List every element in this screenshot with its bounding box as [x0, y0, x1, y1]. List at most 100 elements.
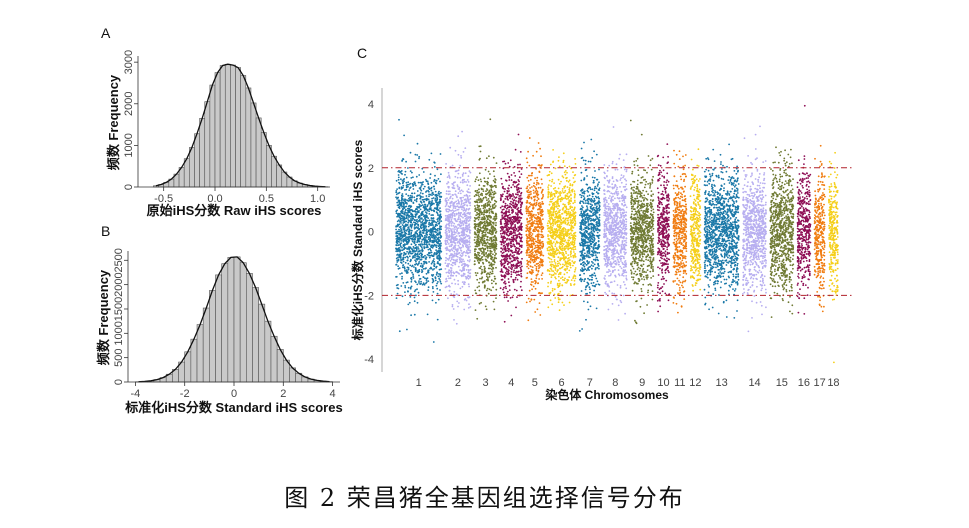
data-point: [437, 204, 440, 206]
histogram-bar: [235, 67, 241, 188]
data-point: [483, 280, 486, 282]
data-point: [456, 220, 458, 223]
data-point: [398, 201, 400, 204]
data-point: [518, 250, 520, 252]
x-tick-label: 0: [231, 388, 237, 400]
data-point: [424, 227, 427, 229]
data-point: [458, 261, 461, 264]
data-point: [440, 191, 442, 194]
data-point: [536, 256, 538, 259]
data-point: [504, 283, 507, 285]
data-point: [432, 269, 434, 271]
data-point: [505, 256, 507, 258]
data-point: [535, 220, 538, 223]
data-point: [425, 272, 428, 275]
data-point: [564, 185, 567, 188]
data-point: [454, 193, 457, 196]
histogram-bar: [264, 320, 272, 383]
data-point: [432, 341, 435, 343]
data-point: [413, 300, 416, 303]
data-point: [489, 254, 491, 257]
data-point: [438, 221, 441, 224]
data-point: [541, 292, 543, 294]
data-point: [456, 227, 459, 230]
data-point: [535, 274, 538, 277]
data-point: [400, 204, 403, 207]
data-point: [518, 170, 521, 173]
data-point: [463, 273, 466, 275]
data-point: [520, 280, 522, 283]
data-point: [429, 224, 431, 227]
data-point: [487, 215, 489, 218]
data-point: [408, 231, 410, 234]
data-point: [401, 246, 403, 249]
data-point: [488, 275, 491, 278]
data-point: [487, 255, 489, 258]
data-point: [430, 233, 432, 236]
data-point: [491, 186, 494, 188]
data-point: [408, 230, 410, 232]
data-point: [401, 231, 404, 234]
data-point: [500, 211, 503, 213]
data-point: [414, 289, 417, 291]
data-point: [502, 185, 504, 188]
data-point: [495, 266, 497, 269]
data-point: [548, 238, 550, 241]
data-point: [565, 214, 568, 217]
data-point: [468, 241, 471, 244]
data-point: [539, 246, 541, 249]
data-point: [453, 259, 455, 261]
data-point: [485, 239, 488, 241]
data-point: [532, 240, 535, 243]
data-point: [502, 238, 504, 241]
data-point: [447, 259, 450, 261]
data-point: [427, 217, 430, 220]
data-point: [414, 255, 416, 257]
data-point: [510, 206, 513, 209]
data-point: [540, 274, 543, 276]
data-point: [491, 210, 494, 213]
data-point: [476, 317, 479, 320]
data-point: [463, 234, 466, 237]
data-point: [465, 244, 467, 247]
data-point: [534, 217, 537, 220]
data-point: [479, 178, 482, 181]
data-point: [398, 181, 400, 184]
data-point: [547, 306, 550, 309]
data-point: [460, 227, 462, 230]
data-point: [460, 156, 463, 159]
data-point: [463, 260, 465, 263]
data-point: [417, 220, 420, 222]
data-point: [399, 171, 401, 174]
data-point: [427, 238, 430, 241]
data-point: [514, 175, 517, 177]
data-point: [410, 226, 413, 229]
data-point: [400, 215, 403, 218]
data-point: [551, 287, 554, 290]
data-point: [481, 271, 483, 273]
data-point: [434, 276, 437, 278]
data-point: [448, 230, 451, 233]
data-point: [540, 226, 542, 229]
data-point: [423, 224, 425, 227]
data-point: [401, 249, 404, 252]
data-point: [452, 272, 455, 274]
data-point: [563, 165, 566, 168]
histogram-bar: [233, 256, 241, 383]
data-point: [418, 203, 421, 206]
data-point: [398, 186, 401, 189]
data-point: [526, 227, 529, 230]
data-point: [396, 201, 399, 204]
data-point: [537, 186, 540, 189]
data-point: [512, 280, 515, 282]
data-point: [401, 224, 404, 226]
data-point: [411, 238, 413, 241]
data-point: [539, 208, 541, 211]
data-point: [464, 239, 466, 242]
data-point: [430, 152, 433, 155]
data-point: [400, 178, 402, 181]
data-point: [494, 181, 496, 184]
data-point: [455, 213, 458, 216]
data-point: [563, 191, 566, 194]
data-point: [418, 157, 420, 160]
